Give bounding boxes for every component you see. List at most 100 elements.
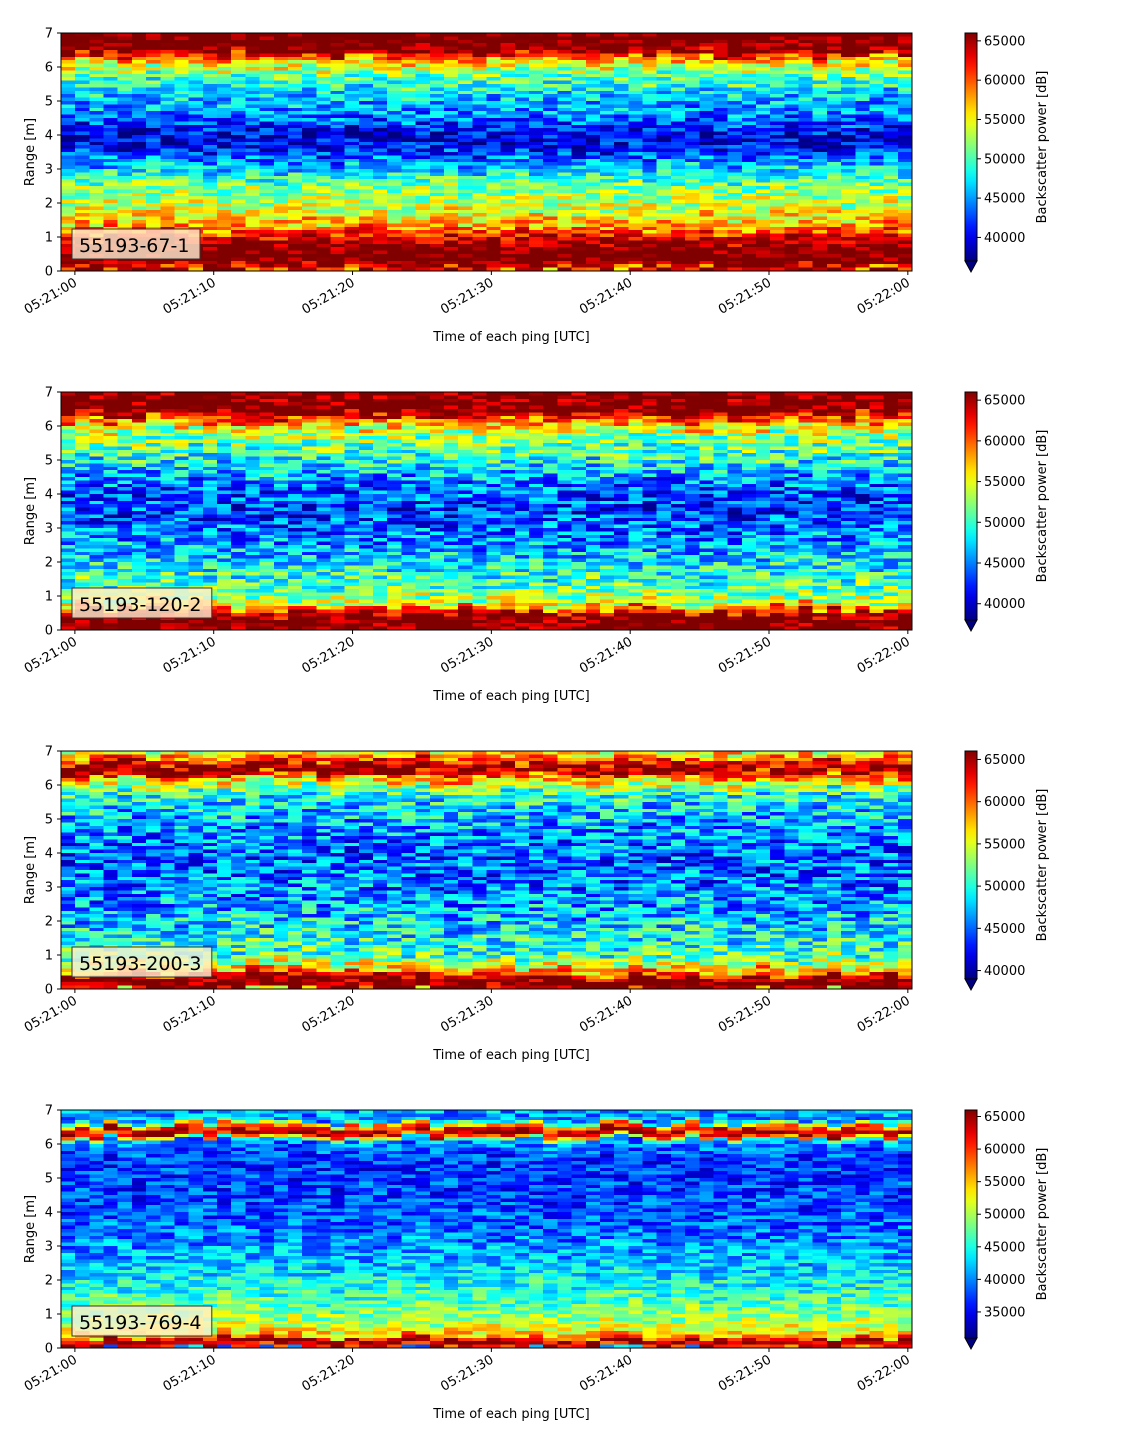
colorbar bbox=[965, 1110, 977, 1338]
x-tick-label: 05:21:30 bbox=[438, 634, 496, 676]
colorbar-tick-label: 40000 bbox=[984, 597, 1025, 612]
panel-label-box bbox=[71, 587, 213, 619]
colorbar-tick-label: 45000 bbox=[984, 557, 1025, 572]
colorbar-label: Backscatter power [dB] bbox=[1035, 789, 1050, 942]
colorbar-tick-label: 55000 bbox=[984, 837, 1025, 852]
y-axis-label: Range [m] bbox=[23, 836, 38, 904]
x-tick-label: 05:21:50 bbox=[716, 634, 774, 676]
colorbar-tick-label: 65000 bbox=[984, 34, 1025, 49]
x-tick-label: 05:21:30 bbox=[438, 275, 496, 317]
x-tick-label: 05:21:10 bbox=[161, 993, 219, 1035]
axes-frame bbox=[60, 750, 913, 990]
panel-label-box bbox=[71, 1305, 213, 1337]
x-tick-label: 05:21:00 bbox=[22, 634, 80, 676]
y-tick-label: 0 bbox=[45, 624, 53, 639]
y-axis-label: Range [m] bbox=[23, 118, 38, 186]
x-tick-label: 05:21:40 bbox=[577, 1352, 635, 1394]
x-tick-label: 05:21:40 bbox=[577, 275, 635, 317]
colorbar-frame bbox=[964, 391, 978, 620]
y-tick-label: 7 bbox=[45, 745, 53, 760]
y-axis-label: Range [m] bbox=[23, 477, 38, 545]
colorbar-tick-label: 65000 bbox=[984, 753, 1025, 768]
colorbar-tick-label: 40000 bbox=[984, 964, 1025, 979]
echogram-panel-2: 0 1 2 3 4 5 6 7 Range [m] 05:21:00 05:21:10 05:21:2… bbox=[22, 386, 1050, 705]
colorbar-tick-label: 50000 bbox=[984, 880, 1025, 895]
colorbar-frame bbox=[964, 32, 978, 261]
colorbar-frame bbox=[964, 1109, 978, 1338]
panel-label: 55193-200-3 bbox=[79, 953, 202, 975]
x-tick-label: 05:21:40 bbox=[577, 993, 635, 1035]
x-tick-label: 05:21:10 bbox=[161, 1352, 219, 1394]
y-tick-label: 4 bbox=[45, 129, 53, 144]
y-tick-label: 7 bbox=[45, 386, 53, 401]
y-tick-label: 7 bbox=[45, 27, 53, 42]
y-axis-label: Range [m] bbox=[23, 1195, 38, 1263]
colorbar-extend-arrow bbox=[964, 260, 978, 274]
y-tick-label: 3 bbox=[45, 1240, 53, 1255]
panel-label: 55193-67-1 bbox=[79, 235, 189, 257]
y-tick-label: 4 bbox=[45, 847, 53, 862]
x-tick-label: 05:21:10 bbox=[161, 634, 219, 676]
y-tick-label: 0 bbox=[45, 983, 53, 998]
y-tick-label: 2 bbox=[45, 197, 53, 212]
x-tick-label: 05:22:00 bbox=[855, 993, 913, 1035]
panel-label: 55193-120-2 bbox=[79, 594, 202, 616]
echogram-heatmap bbox=[61, 33, 912, 271]
x-tick-label: 05:21:00 bbox=[22, 1352, 80, 1394]
y-tick-label: 5 bbox=[45, 1172, 53, 1187]
panel-label-box bbox=[71, 946, 213, 978]
y-tick-label: 5 bbox=[45, 813, 53, 828]
x-tick-label: 05:22:00 bbox=[855, 275, 913, 317]
colorbar-tick-label: 55000 bbox=[984, 475, 1025, 490]
colorbar-extend-arrow bbox=[964, 1337, 978, 1351]
colorbar-tick-label: 50000 bbox=[984, 1208, 1025, 1223]
colorbar-tick-label: 40000 bbox=[984, 231, 1025, 246]
echogram-panel-1: 0 1 2 3 4 5 6 7 Range [m] 05:21:00 05:21:10 05:21:2… bbox=[22, 27, 1050, 346]
y-tick-label: 3 bbox=[45, 522, 53, 537]
colorbar-tick-label: 60000 bbox=[984, 434, 1025, 449]
colorbar-extend-arrow bbox=[964, 978, 978, 992]
y-tick-label: 4 bbox=[45, 488, 53, 503]
x-tick-label: 05:21:20 bbox=[299, 634, 357, 676]
y-tick-label: 7 bbox=[45, 1104, 53, 1119]
colorbar-extend-arrow bbox=[964, 619, 978, 633]
axes-frame bbox=[60, 1109, 913, 1349]
echogram-panel-3: 0 1 2 3 4 5 6 7 Range [m] 05:21:00 05:21:10 05:21:2… bbox=[22, 745, 1050, 1064]
x-tick-label: 05:21:50 bbox=[716, 993, 774, 1035]
y-tick-label: 3 bbox=[45, 881, 53, 896]
colorbar-label: Backscatter power [dB] bbox=[1035, 1148, 1050, 1301]
x-tick-label: 05:21:30 bbox=[438, 1352, 496, 1394]
y-tick-label: 4 bbox=[45, 1206, 53, 1221]
axes-frame bbox=[60, 391, 913, 631]
colorbar-label: Backscatter power [dB] bbox=[1035, 430, 1050, 583]
x-axis-label: Time of each ping [UTC] bbox=[432, 1407, 590, 1422]
y-tick-label: 0 bbox=[45, 1342, 53, 1357]
panel-label: 55193-769-4 bbox=[79, 1312, 202, 1334]
colorbar bbox=[965, 392, 977, 620]
colorbar-tick-label: 60000 bbox=[984, 74, 1025, 89]
y-tick-label: 3 bbox=[45, 163, 53, 178]
x-axis-label: Time of each ping [UTC] bbox=[432, 1048, 590, 1063]
x-tick-label: 05:21:40 bbox=[577, 634, 635, 676]
colorbar-tick-label: 65000 bbox=[984, 394, 1025, 409]
colorbar-frame bbox=[964, 750, 978, 979]
axes-frame bbox=[60, 32, 913, 272]
x-tick-label: 05:21:50 bbox=[716, 1352, 774, 1394]
colorbar-tick-label: 65000 bbox=[984, 1110, 1025, 1125]
x-tick-label: 05:21:50 bbox=[716, 275, 774, 317]
y-tick-label: 5 bbox=[45, 454, 53, 469]
colorbar-tick-label: 45000 bbox=[984, 922, 1025, 937]
y-tick-label: 1 bbox=[45, 590, 53, 605]
y-tick-label: 1 bbox=[45, 949, 53, 964]
colorbar-tick-label: 45000 bbox=[984, 192, 1025, 207]
colorbar-label: Backscatter power [dB] bbox=[1035, 71, 1050, 224]
panel-label-box bbox=[71, 228, 201, 260]
y-tick-label: 1 bbox=[45, 1308, 53, 1323]
echogram-panel-4: 0 1 2 3 4 5 6 7 Range [m] 05:21:00 05:21:10 05:21:2… bbox=[22, 1104, 1050, 1423]
x-tick-label: 05:21:20 bbox=[299, 275, 357, 317]
x-axis-label: Time of each ping [UTC] bbox=[432, 689, 590, 704]
x-tick-label: 05:21:20 bbox=[299, 1352, 357, 1394]
y-tick-label: 6 bbox=[45, 779, 53, 794]
colorbar-tick-label: 50000 bbox=[984, 152, 1025, 167]
